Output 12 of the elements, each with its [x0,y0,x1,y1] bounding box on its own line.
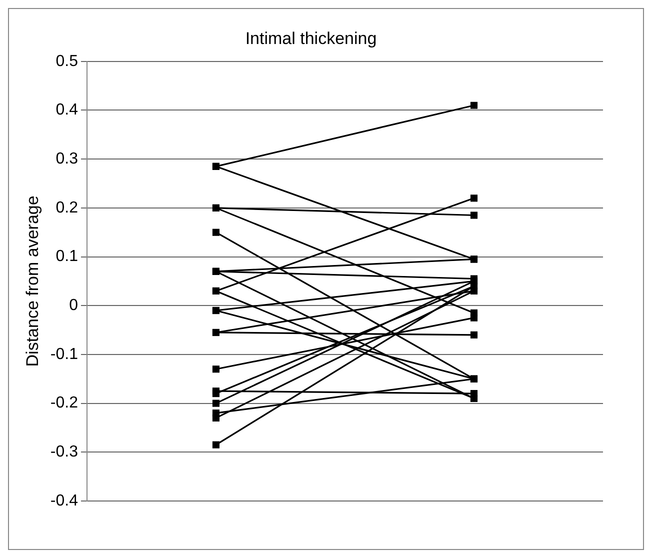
chart-title: Intimal thickening [245,28,377,48]
y-axis-title: Distance from average [22,196,42,367]
y-tick-label: -0.1 [50,346,78,363]
y-tick-label: 0.5 [56,52,78,70]
y-tick-label: -0.3 [50,444,78,461]
y-tick-label: -0.4 [50,492,78,510]
y-tick-label: 0.4 [56,102,78,119]
y-tick-label: 0.2 [56,199,78,216]
y-tick-label: 0.1 [56,248,78,266]
y-tick-label: -0.2 [50,394,78,412]
y-tick-label: 0.3 [56,150,78,168]
y-tick-label: 0 [69,297,78,314]
